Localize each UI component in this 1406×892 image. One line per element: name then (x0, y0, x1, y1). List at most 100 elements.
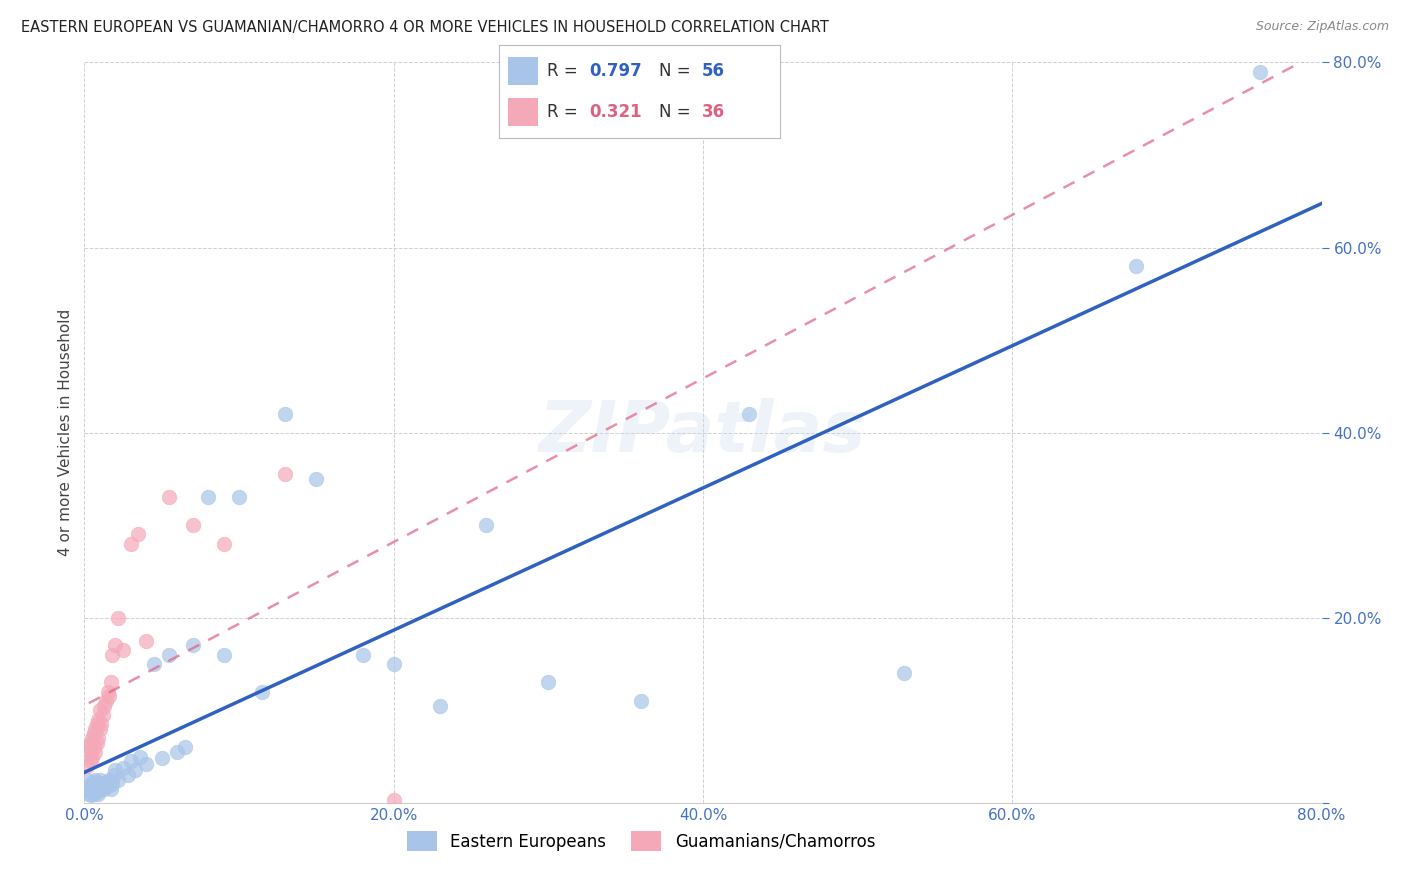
Point (124, 764, 146, 778)
Point (181, 518, 204, 533)
Point (91, 707, 114, 722)
Point (76, 772, 98, 787)
Point (84, 781, 107, 796)
Point (86, 717, 108, 731)
Point (120, 754, 142, 768)
Point (100, 781, 122, 796)
Point (79, 736, 101, 750)
Text: N =: N = (659, 62, 696, 79)
Point (893, 666, 915, 681)
Point (1249, 64, 1271, 78)
Point (352, 648, 374, 662)
Text: 56: 56 (702, 62, 724, 79)
Point (79, 754, 101, 768)
Point (94, 694, 117, 708)
Point (98, 690, 121, 704)
Text: 36: 36 (702, 103, 724, 121)
Text: Source: ZipAtlas.com: Source: ZipAtlas.com (1256, 20, 1389, 33)
Point (82, 749, 104, 764)
Legend: Eastern Europeans, Guamanians/Chamorros: Eastern Europeans, Guamanians/Chamorros (401, 825, 882, 857)
Point (83, 787, 105, 801)
Point (166, 745, 188, 759)
Point (86, 785, 108, 799)
Point (89, 703, 111, 717)
Point (100, 675, 122, 690)
Point (98, 772, 121, 787)
Point (96, 779, 118, 793)
Point (104, 764, 127, 778)
Point (89, 722, 111, 736)
Point (120, 536, 142, 550)
Text: 0.321: 0.321 (589, 103, 641, 121)
Text: N =: N = (659, 103, 696, 121)
Point (77, 740, 100, 755)
Point (382, 793, 405, 807)
Point (90, 717, 112, 731)
Point (135, 756, 157, 771)
Point (87, 787, 110, 801)
Point (429, 698, 451, 713)
Point (112, 643, 135, 657)
Point (84, 722, 107, 736)
Point (181, 639, 204, 653)
Point (127, 527, 149, 541)
Point (159, 648, 180, 662)
Point (83, 740, 105, 755)
Point (738, 407, 761, 421)
Text: R =: R = (547, 103, 583, 121)
Point (117, 768, 139, 782)
Point (305, 472, 328, 486)
Point (197, 491, 219, 505)
Point (94, 775, 117, 789)
Point (87, 713, 110, 727)
Point (89, 781, 111, 796)
Point (630, 694, 652, 708)
Point (82, 731, 104, 745)
Point (143, 657, 166, 671)
Point (86, 779, 108, 793)
Point (104, 639, 127, 653)
Point (93, 698, 115, 713)
Point (228, 491, 250, 505)
Point (107, 610, 129, 624)
Point (79, 777, 101, 791)
Point (77, 745, 100, 759)
Point (274, 407, 297, 421)
Point (96, 685, 118, 699)
Point (89, 772, 111, 787)
Point (129, 749, 152, 764)
Point (150, 751, 173, 765)
Point (77, 787, 100, 801)
Point (1125, 259, 1147, 273)
Point (90, 779, 112, 793)
Point (103, 768, 125, 782)
Point (82, 785, 104, 799)
Point (83, 726, 105, 740)
Point (79, 789, 101, 803)
Point (475, 518, 498, 533)
Text: R =: R = (547, 62, 583, 79)
Point (274, 467, 297, 482)
Point (212, 536, 235, 550)
Point (93, 781, 115, 796)
Point (83, 775, 105, 789)
Bar (508, 57, 538, 85)
Text: ZIPatlas: ZIPatlas (540, 398, 866, 467)
Text: 0.797: 0.797 (589, 62, 643, 79)
Point (174, 740, 197, 755)
Point (135, 633, 157, 648)
Point (101, 777, 124, 791)
Point (101, 648, 124, 662)
Point (82, 779, 104, 793)
Point (382, 657, 405, 671)
Point (84, 772, 107, 787)
Point (212, 648, 235, 662)
Point (87, 777, 110, 791)
Point (112, 761, 135, 775)
Text: EASTERN EUROPEAN VS GUAMANIAN/CHAMORRO 4 OR MORE VEHICLES IN HOUSEHOLD CORRELATI: EASTERN EUROPEAN VS GUAMANIAN/CHAMORRO 4… (21, 20, 830, 35)
Point (86, 736, 108, 750)
Point (76, 758, 98, 772)
Point (84, 745, 107, 759)
Point (91, 777, 114, 791)
Y-axis label: 4 or more Vehicles in Household: 4 or more Vehicles in Household (58, 309, 73, 557)
